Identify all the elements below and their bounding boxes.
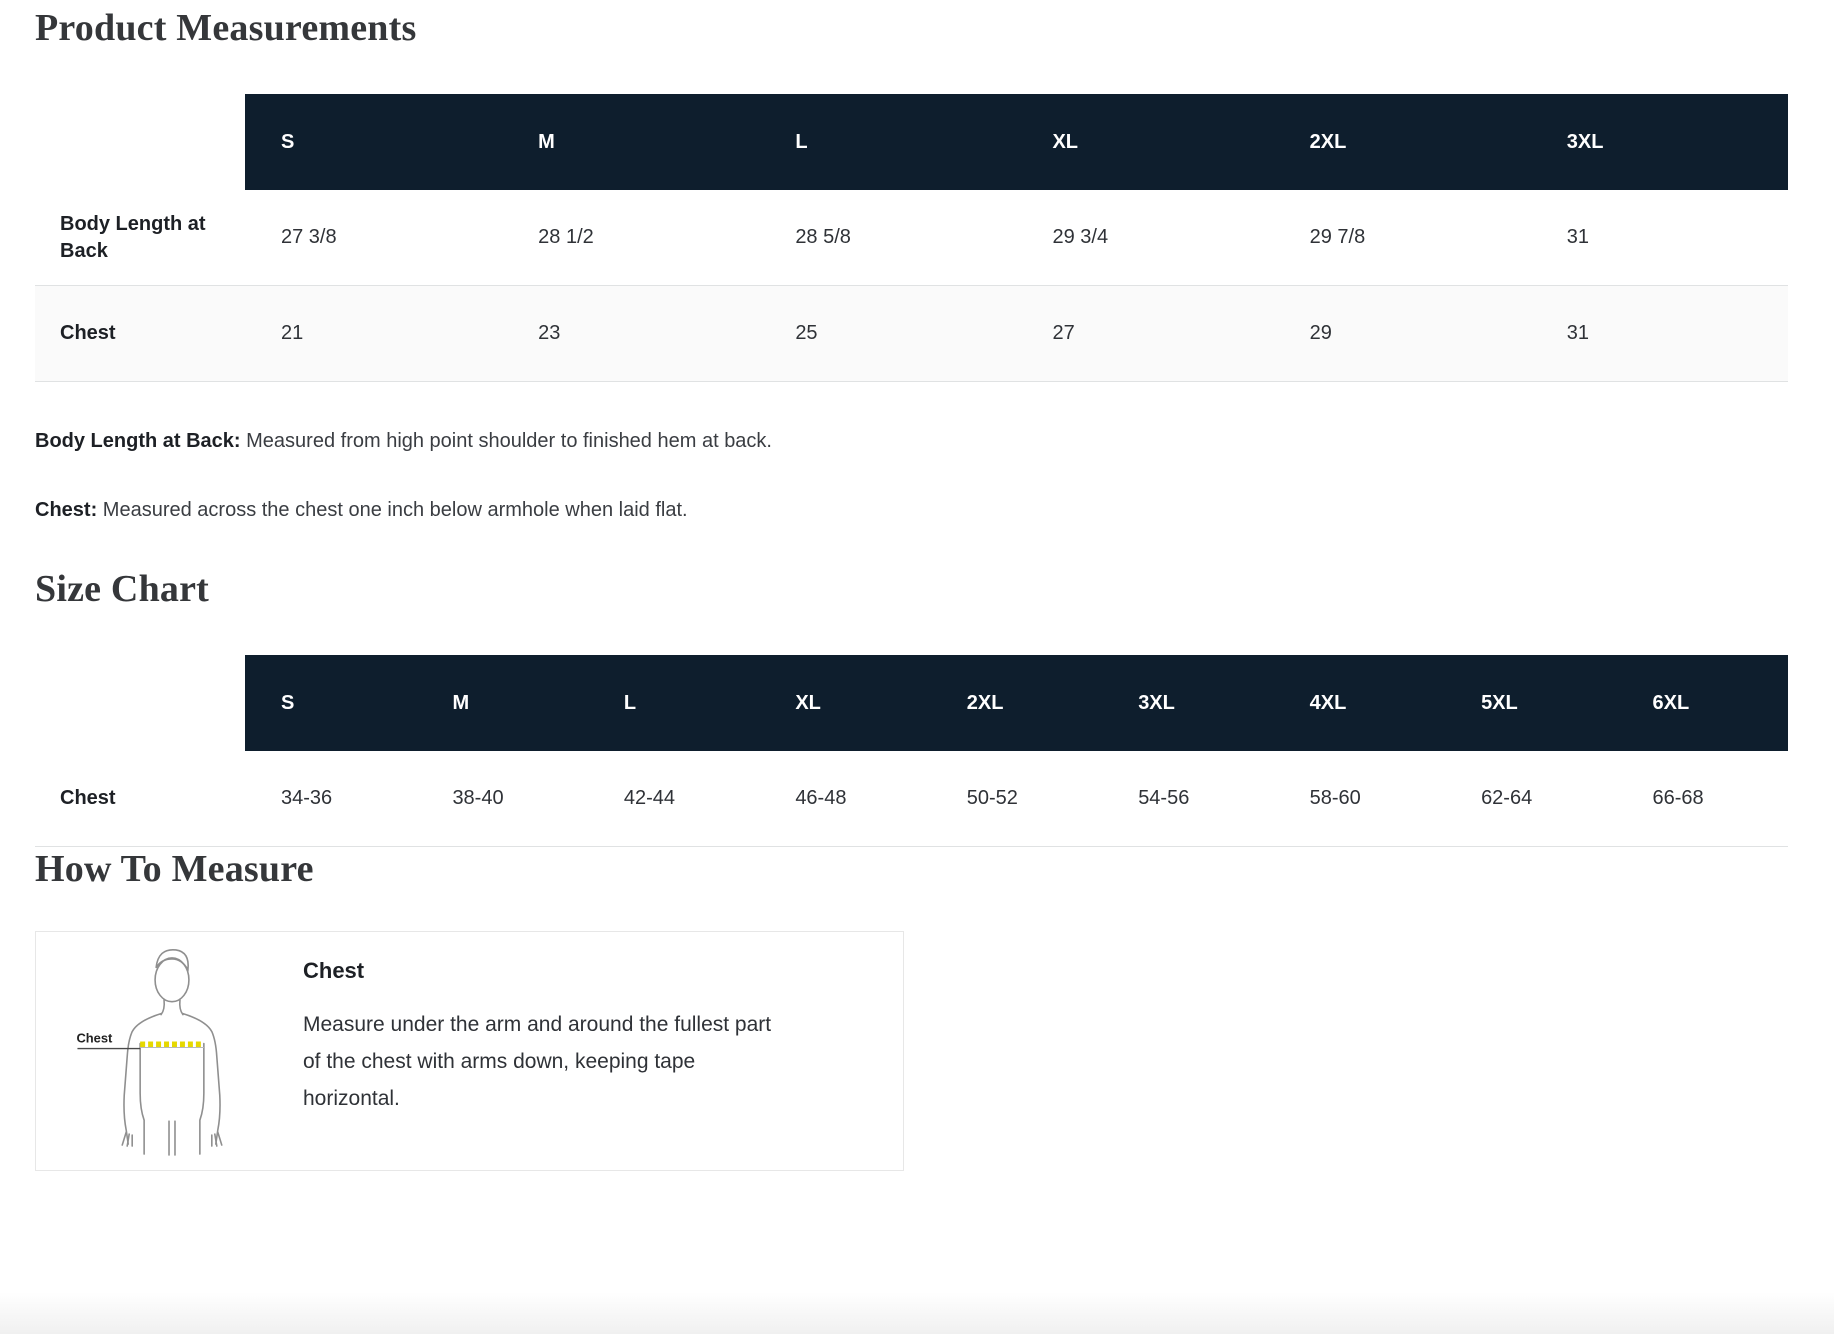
body-length-note: Body Length at Back: Measured from high … [35, 429, 1788, 453]
measure-card-heading: Chest [303, 958, 365, 983]
size-header-row: S M L XL 2XL 3XL 4XL 5XL 6XL [35, 655, 1788, 751]
chest-row: Chest 21 23 25 27 29 31 [35, 285, 1788, 382]
header-corner-cell [35, 655, 245, 751]
illustration-container: Chest [36, 932, 303, 1170]
size-col-header: L [759, 94, 1017, 190]
hair-outline [155, 949, 189, 973]
measurement-cell: 29 [1309, 322, 1332, 344]
row-label: Body Length at Back [60, 212, 206, 262]
measurement-cell: 66-68 [1652, 787, 1704, 809]
note-definition: Measured across the chest one inch below… [102, 499, 688, 521]
measurement-cell: 34-36 [281, 787, 333, 809]
size-col-header: 5XL [1445, 655, 1617, 751]
measurement-cell: 27 [1052, 322, 1075, 344]
measurement-cell: 23 [538, 322, 561, 344]
measurement-cell: 62-64 [1481, 787, 1533, 809]
size-col-header: M [502, 94, 760, 190]
product-measurements-table: S M L XL 2XL 3XL Body Length at Back 27 … [35, 94, 1788, 382]
size-col-header: 3XL [1530, 94, 1788, 190]
measure-card-description: Measure under the arm and around the ful… [303, 1013, 772, 1110]
measurement-cell: 31 [1566, 226, 1590, 248]
measurement-cell: 28 1/2 [538, 226, 594, 248]
size-guide-page: Product Measurements S M L XL 2XL 3XL Bo… [35, 7, 1788, 1171]
illustration-chest-label: Chest [76, 1031, 113, 1046]
measurement-cell: 46-48 [795, 787, 847, 809]
product-measurements-heading: Product Measurements [35, 7, 417, 49]
size-col-header: S [245, 655, 417, 751]
note-term: Body Length at Back: [35, 430, 241, 452]
measurement-cell: 28 5/8 [795, 226, 851, 248]
size-chart-heading: Size Chart [35, 568, 210, 610]
measurement-cell: 58-60 [1309, 787, 1361, 809]
how-to-measure-card: Chest Chest Measure under the arm and ar… [35, 931, 904, 1171]
head-outline [154, 957, 190, 1003]
row-label: Chest [60, 322, 116, 344]
male-body-outline-illustration: Chest [76, 949, 223, 1156]
how-to-measure-heading: How To Measure [35, 848, 314, 890]
row-label: Chest [60, 787, 116, 809]
measurement-cell: 38-40 [452, 787, 504, 809]
shorts-fly-line [168, 1120, 176, 1156]
hands-outline [121, 1131, 223, 1147]
measurement-cell: 29 7/8 [1309, 226, 1366, 248]
size-col-header: XL [1016, 94, 1274, 190]
measurement-cell: 29 3/4 [1052, 226, 1109, 248]
measurement-cell: 27 3/8 [281, 226, 337, 248]
measurement-notes: Body Length at Back: Measured from high … [35, 429, 1788, 522]
measurement-cell: 21 [281, 322, 304, 344]
torso-outline [139, 1042, 205, 1155]
header-corner-cell [35, 94, 245, 190]
size-col-header: 2XL [1273, 94, 1531, 190]
size-col-header: M [416, 655, 588, 751]
size-col-header: 2XL [930, 655, 1103, 751]
size-col-header: S [245, 94, 503, 190]
arms-outline [123, 1012, 221, 1145]
body-length-row: Body Length at Back 27 3/8 28 1/2 28 5/8… [35, 190, 1788, 286]
size-col-header: 6XL [1616, 655, 1788, 751]
note-term: Chest: [35, 499, 98, 521]
measurement-cell: 50-52 [966, 787, 1018, 809]
measure-instructions: Chest Measure under the arm and around t… [303, 932, 903, 1117]
note-definition: Measured from high point shoulder to fin… [246, 430, 772, 452]
measurement-cell: 25 [795, 322, 818, 344]
size-col-header: XL [759, 655, 931, 751]
measurement-cell: 54-56 [1138, 787, 1190, 809]
chest-row: Chest 34-36 38-40 42-44 46-48 50-52 54-5… [35, 751, 1788, 847]
chest-note: Chest: Measured across the chest one inc… [35, 498, 1788, 522]
measurement-cell: 42-44 [623, 787, 676, 809]
size-col-header: L [587, 655, 760, 751]
measurement-cell: 31 [1566, 322, 1590, 344]
size-col-header: 3XL [1102, 655, 1274, 751]
size-chart-table: S M L XL 2XL 3XL 4XL 5XL 6XL Chest 34-36… [35, 655, 1788, 847]
size-header-row: S M L XL 2XL 3XL [35, 94, 1788, 190]
size-col-header: 4XL [1273, 655, 1446, 751]
section-bottom-divider [0, 1292, 1834, 1334]
